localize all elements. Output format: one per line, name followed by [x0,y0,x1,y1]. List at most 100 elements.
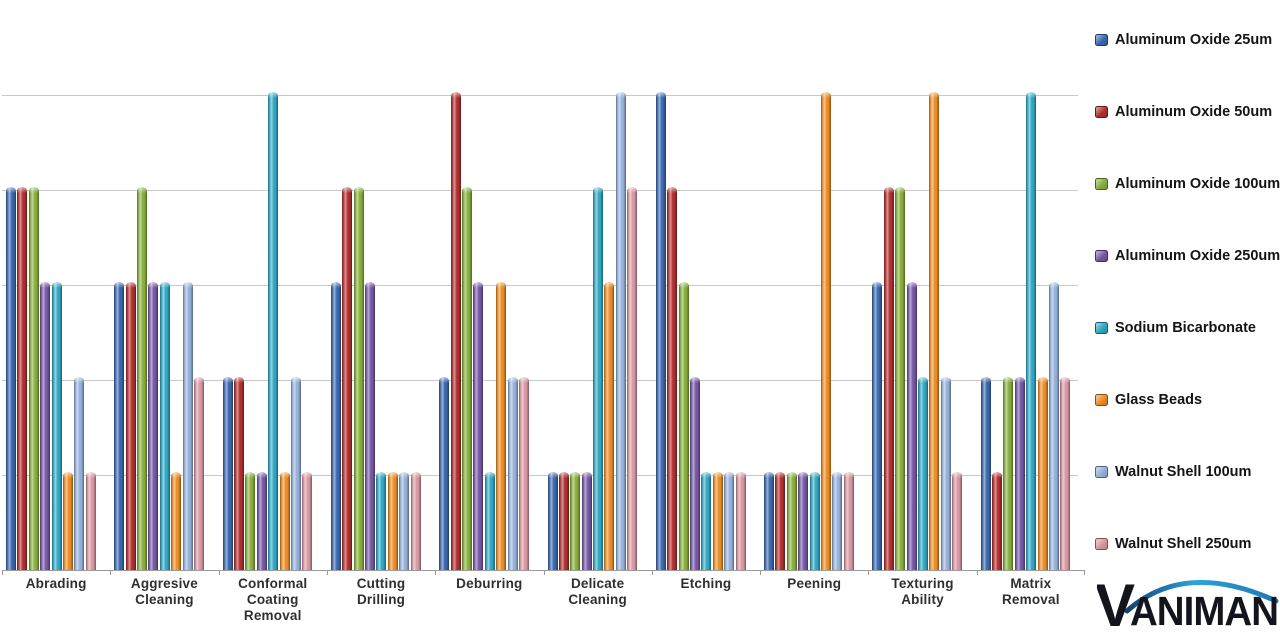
bar [233,377,244,570]
bar [365,282,376,570]
bar [182,282,193,570]
bar [678,282,689,570]
bar [952,472,963,570]
bar [712,472,723,570]
bar [764,472,775,570]
logo-arc-swoosh [1124,579,1279,614]
x-axis-tick [544,570,545,575]
bar [735,472,746,570]
bar-group [544,92,652,570]
bar [917,377,928,570]
bar [1049,282,1060,570]
legend-item: Aluminum Oxide 100um [1095,176,1280,192]
bar [245,472,256,570]
legend-label: Aluminum Oxide 50um [1115,104,1273,120]
x-axis-tick [1084,570,1085,575]
bar [330,282,341,570]
bar [62,472,73,570]
bar [1037,377,1048,570]
bar [171,472,182,570]
category-label: Peening [787,576,842,591]
bar [615,92,626,570]
bar [883,187,894,570]
logo-initial: V [1097,572,1135,631]
bar [279,472,290,570]
bar-group [977,92,1085,570]
gridline [2,475,1078,476]
vaniman-logo: V ANIMAN [1095,571,1279,636]
x-axis-tick [760,570,761,575]
bar [461,187,472,570]
legend-label: Glass Beads [1115,392,1203,408]
bar [667,187,678,570]
vaniman-logo-svg: V ANIMAN [1095,572,1279,636]
legend-item: Walnut Shell 250um [1095,536,1277,552]
bar [353,187,364,570]
bar [85,472,96,570]
bar-group [435,92,543,570]
legend-label: Walnut Shell 250um [1115,536,1252,552]
legend-item: Aluminum Oxide 50um [1095,104,1277,120]
bar [940,377,951,570]
x-axis-line [2,570,1085,571]
legend: Aluminum Oxide 25um Aluminum Oxide 50um Al… [1095,32,1280,552]
bar-group [868,92,976,570]
bar [1003,377,1014,570]
bar [558,472,569,570]
bar [484,472,495,570]
legend-swatch [1095,466,1108,478]
x-axis-tick [652,570,653,575]
bar [6,187,16,570]
bar [786,472,797,570]
bar [439,377,450,570]
legend-item: Sodium Bicarbonate [1095,320,1277,336]
bar [159,282,170,570]
bar [593,187,604,570]
bar-group [652,92,760,570]
category-label: Matrix Removal [1001,576,1060,608]
plot-area [2,92,1085,575]
x-axis-tick [219,570,220,575]
bar [387,472,398,570]
category-label: Aggresive Cleaning [130,576,198,608]
bar [1060,377,1071,570]
bar [256,472,267,570]
bar [547,472,558,570]
bar [114,282,125,570]
bar [1014,377,1025,570]
bar-group [110,95,218,570]
bar [518,377,529,570]
legend-item: Aluminum Oxide 25um [1095,32,1277,48]
bar [980,377,991,570]
bar [724,472,735,570]
category-label: Delicate Cleaning [568,576,627,608]
bar [376,472,387,570]
bar-group [2,95,110,570]
bar [222,377,233,570]
bar [410,472,421,570]
legend-item: Walnut Shell 100um [1095,464,1277,480]
gridline [2,285,1078,286]
bar [701,472,712,570]
bar [137,187,148,570]
bar [832,472,843,570]
x-axis-tick [2,570,3,575]
bar [399,472,410,570]
bar [689,377,700,570]
bar [496,282,507,570]
bar [906,282,917,570]
bar [655,92,666,570]
category-label: Conformal Coating Removal [238,576,308,624]
bar [872,282,883,570]
bar [809,472,820,570]
gridline [2,190,1078,191]
bar [194,377,205,570]
legend-swatch [1095,250,1108,262]
bar [74,377,85,570]
bar [125,282,136,570]
bar [895,187,906,570]
category-label: Cutting Drilling [356,576,406,608]
gridline [2,380,1078,381]
bar [342,187,353,570]
